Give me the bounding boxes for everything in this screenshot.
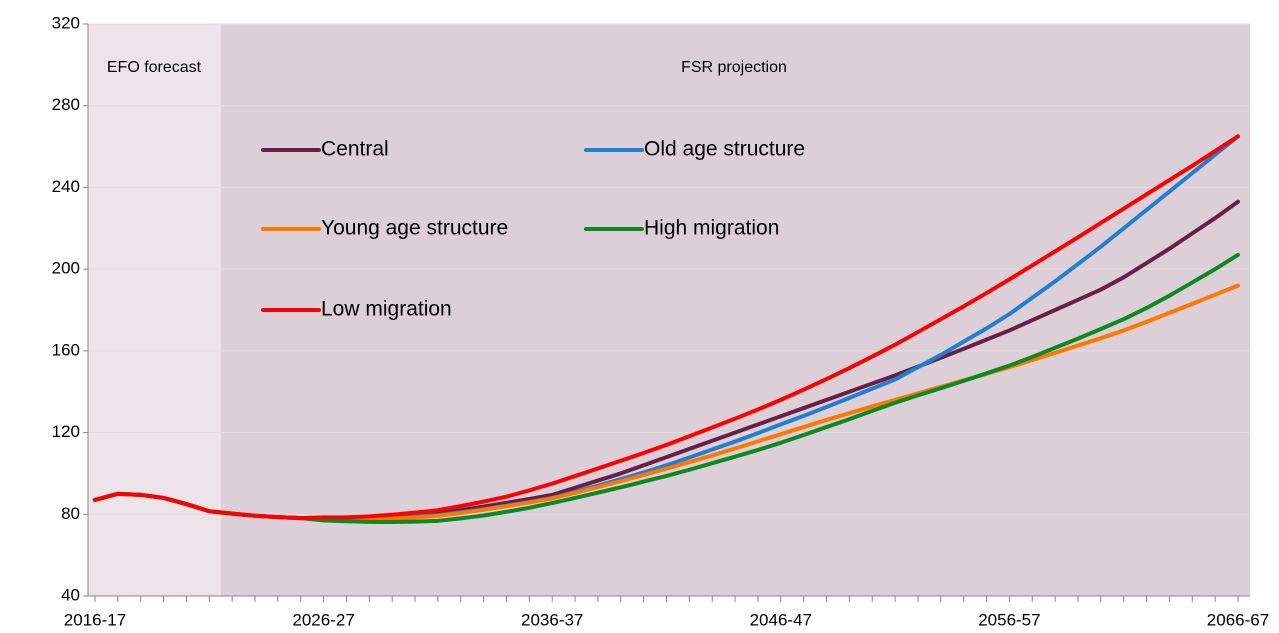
- series-line: [93, 134, 1240, 521]
- forecast-region: [88, 24, 221, 596]
- x-tick-label: 2036-37: [521, 610, 583, 629]
- y-tick-label: 160: [52, 340, 80, 359]
- annotation: EFO forecast: [107, 59, 202, 76]
- x-tick-label: 2046-47: [750, 610, 812, 629]
- projection-region: [221, 24, 1250, 596]
- y-tick-label: 280: [52, 95, 80, 114]
- legend-label: Central: [321, 138, 389, 161]
- y-tick-label: 200: [52, 259, 80, 278]
- x-tick-label: 2056-57: [978, 610, 1040, 629]
- y-tick-label: 240: [52, 177, 80, 196]
- legend-label: High migration: [644, 217, 779, 240]
- y-tick-label: 80: [61, 504, 80, 523]
- annotation: FSR projection: [681, 59, 787, 76]
- y-tick-label: 40: [61, 585, 80, 604]
- y-tick-label: 320: [52, 13, 80, 32]
- x-tick-label: 2016-17: [64, 610, 126, 629]
- legend-label: Low migration: [321, 298, 452, 321]
- x-tick-label: 2066-67: [1207, 610, 1269, 629]
- legend-label: Young age structure: [321, 217, 508, 240]
- legend-label: Old age structure: [644, 138, 805, 161]
- y-tick-label: 120: [52, 422, 80, 441]
- x-tick-label: 2026-27: [292, 610, 354, 629]
